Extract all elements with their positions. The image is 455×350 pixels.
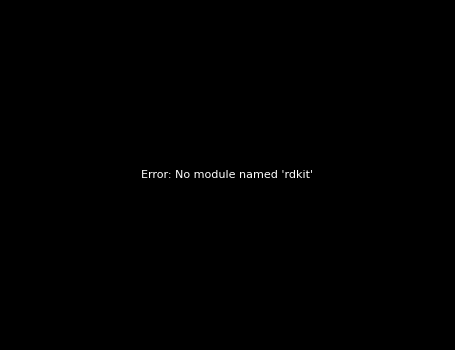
Text: Error: No module named 'rdkit': Error: No module named 'rdkit' [142,170,313,180]
